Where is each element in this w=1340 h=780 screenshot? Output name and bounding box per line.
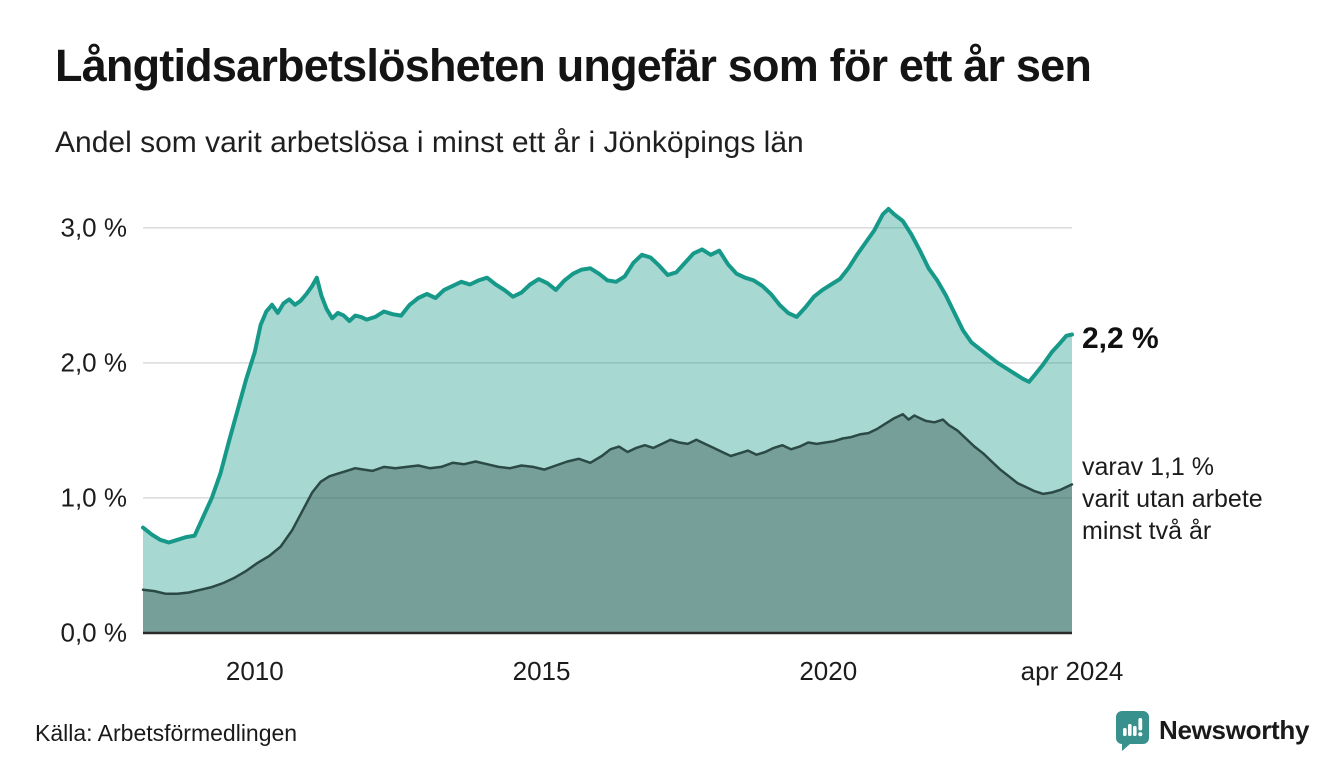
x-axis-tick-label: 2020 xyxy=(799,656,858,686)
x-axis-tick-label: apr 2024 xyxy=(1020,656,1124,686)
source-note: Källa: Arbetsförmedlingen xyxy=(35,720,298,746)
two-year-annotation: varav 1,1 % varit utan arbete minst två … xyxy=(1082,453,1263,545)
end-value-label: 2,2 % xyxy=(1082,322,1159,355)
y-axis-tick-label: 3,0 % xyxy=(60,212,128,243)
x-axis-tick-label: 2010 xyxy=(225,656,284,686)
chart-subtitle: Andel som varit arbetslösa i minst ett å… xyxy=(55,126,804,159)
x-axis-tick-label: 2015 xyxy=(512,656,571,686)
y-axis-tick-label: 2,0 % xyxy=(60,347,128,378)
newsworthy-icon xyxy=(1116,711,1149,751)
y-axis-tick-label: 0,0 % xyxy=(60,617,128,648)
y-axis-tick-label: 1,0 % xyxy=(60,482,128,513)
newsworthy-logo[interactable]: Newsworthy xyxy=(1115,710,1309,751)
newsworthy-wordmark: Newsworthy xyxy=(1159,715,1310,745)
page-title: Långtidsarbetslösheten ungefär som för e… xyxy=(55,40,1092,91)
